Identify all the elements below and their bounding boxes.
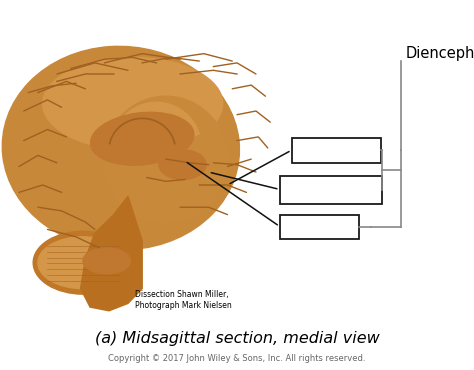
- Polygon shape: [114, 102, 199, 140]
- Ellipse shape: [2, 46, 239, 250]
- Ellipse shape: [159, 150, 206, 179]
- Bar: [280, 176, 382, 204]
- Bar: [280, 215, 359, 239]
- Ellipse shape: [38, 237, 128, 289]
- Ellipse shape: [33, 231, 133, 294]
- Text: Diencephalon: Diencephalon: [405, 46, 474, 61]
- Polygon shape: [81, 196, 142, 311]
- Ellipse shape: [43, 57, 223, 150]
- Ellipse shape: [104, 96, 228, 222]
- Text: Copyright © 2017 John Wiley & Sons, Inc. All rights reserved.: Copyright © 2017 John Wiley & Sons, Inc.…: [108, 354, 366, 363]
- Text: (a) Midsagittal section, medial view: (a) Midsagittal section, medial view: [95, 331, 379, 346]
- Ellipse shape: [91, 112, 194, 165]
- Ellipse shape: [83, 248, 130, 274]
- Bar: [292, 138, 381, 163]
- Text: Dissection Shawn Miller,
Photograph Mark Nielsen: Dissection Shawn Miller, Photograph Mark…: [135, 290, 232, 310]
